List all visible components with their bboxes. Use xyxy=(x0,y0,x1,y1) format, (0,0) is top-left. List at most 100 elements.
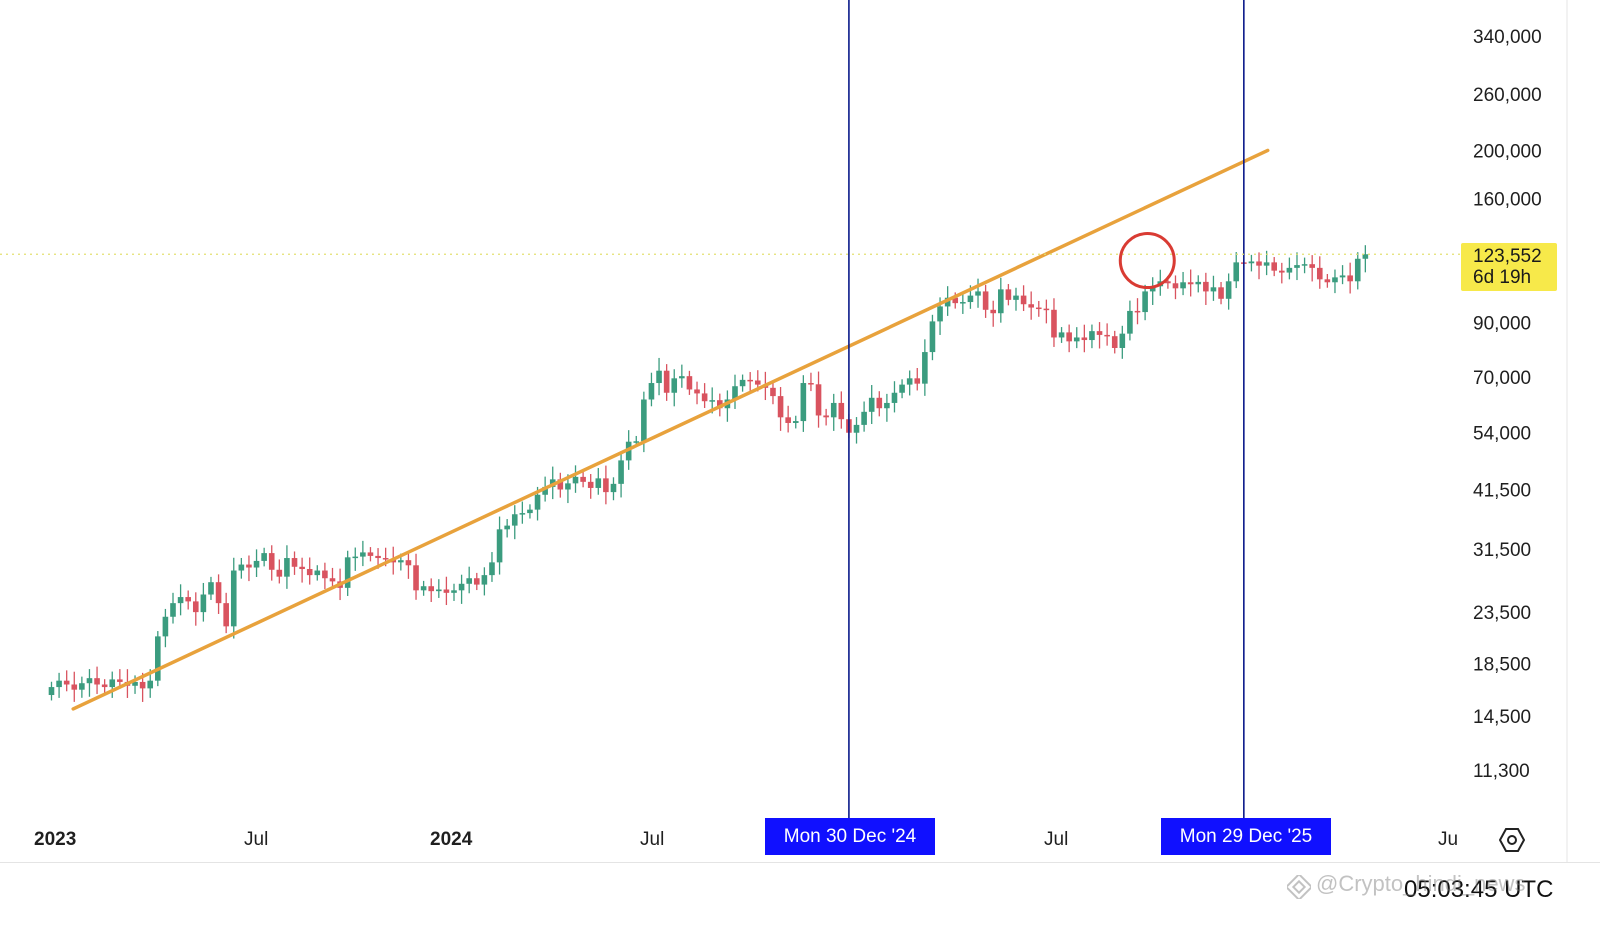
candle-body[interactable] xyxy=(101,684,108,688)
candle-body[interactable] xyxy=(990,309,997,314)
candle-body[interactable] xyxy=(481,575,488,585)
candle-body[interactable] xyxy=(868,397,875,412)
candle-body[interactable] xyxy=(1279,270,1285,273)
candle-body[interactable] xyxy=(192,601,199,613)
candle-body[interactable] xyxy=(1149,286,1156,292)
candle-body[interactable] xyxy=(792,421,799,423)
candle-body[interactable] xyxy=(215,582,222,604)
candle-body[interactable] xyxy=(230,570,237,627)
candle-body[interactable] xyxy=(770,387,776,397)
candle-body[interactable] xyxy=(1316,267,1323,280)
candle-body[interactable] xyxy=(185,597,191,602)
candle-body[interactable] xyxy=(952,297,959,304)
candle-body[interactable] xyxy=(1233,262,1240,282)
candle-body[interactable] xyxy=(94,678,100,685)
candle-body[interactable] xyxy=(906,378,913,385)
candle-body[interactable] xyxy=(717,400,723,409)
candle-body[interactable] xyxy=(132,681,138,686)
candle-body[interactable] xyxy=(572,476,579,484)
candle-body[interactable] xyxy=(291,558,298,567)
candle-body[interactable] xyxy=(1127,310,1133,334)
candle-body[interactable] xyxy=(998,289,1004,314)
candle-body[interactable] xyxy=(1354,258,1361,282)
candle-body[interactable] xyxy=(929,321,936,353)
candle-body[interactable] xyxy=(473,578,480,585)
candle-body[interactable] xyxy=(922,352,928,384)
candle-body[interactable] xyxy=(299,566,305,570)
candle-body[interactable] xyxy=(155,636,161,681)
candle-body[interactable] xyxy=(656,370,662,384)
candle-body[interactable] xyxy=(162,616,169,637)
candle-body[interactable] xyxy=(739,379,746,387)
candle-body[interactable] xyxy=(246,564,252,568)
candle-body[interactable] xyxy=(261,553,267,561)
candle-body[interactable] xyxy=(838,402,845,420)
candle-body[interactable] xyxy=(815,384,822,416)
candle-body[interactable] xyxy=(1081,337,1088,341)
candle-body[interactable] xyxy=(139,681,146,689)
candle-body[interactable] xyxy=(1051,309,1057,338)
candle-body[interactable] xyxy=(56,680,62,688)
candle-body[interactable] xyxy=(937,306,943,322)
candle-body[interactable] xyxy=(899,384,905,393)
candle-body[interactable] xyxy=(382,558,389,560)
candle-body[interactable] xyxy=(1104,334,1110,337)
candle-body[interactable] xyxy=(967,295,974,303)
candle-body[interactable] xyxy=(1362,254,1369,259)
candle-body[interactable] xyxy=(48,687,55,696)
candle-body[interactable] xyxy=(1172,283,1179,289)
candle-body[interactable] xyxy=(982,291,989,310)
candle-body[interactable] xyxy=(1134,310,1141,313)
candle-body[interactable] xyxy=(428,586,435,592)
candle-body[interactable] xyxy=(595,478,602,488)
candle-body[interactable] xyxy=(223,603,229,627)
candle-body[interactable] xyxy=(1256,261,1262,266)
candle-body[interactable] xyxy=(466,578,472,584)
candle-body[interactable] xyxy=(534,494,541,510)
candle-body[interactable] xyxy=(960,302,966,304)
candle-body[interactable] xyxy=(1020,295,1027,305)
candle-body[interactable] xyxy=(1028,304,1034,308)
candle-body[interactable] xyxy=(496,529,503,563)
date-marker-tag-dec-2024[interactable]: Mon 30 Dec '24 xyxy=(765,818,935,855)
candle-body[interactable] xyxy=(1073,337,1080,342)
candle-body[interactable] xyxy=(322,570,328,579)
candle-body[interactable] xyxy=(891,392,898,403)
candle-body[interactable] xyxy=(1005,289,1012,300)
candle-body[interactable] xyxy=(117,679,123,682)
candle-body[interactable] xyxy=(367,552,374,556)
candle-body[interactable] xyxy=(1195,281,1202,285)
candle-body[interactable] xyxy=(884,402,890,409)
candle-body[interactable] xyxy=(1142,291,1148,313)
candle-body[interactable] xyxy=(170,603,176,617)
candle-body[interactable] xyxy=(876,397,883,409)
candle-body[interactable] xyxy=(1248,261,1255,264)
candle-body[interactable] xyxy=(1119,333,1126,348)
candle-body[interactable] xyxy=(565,483,571,490)
trendline[interactable] xyxy=(71,148,1270,711)
candle-body[interactable] xyxy=(1271,262,1278,271)
candle-body[interactable] xyxy=(458,583,465,591)
candle-body[interactable] xyxy=(1347,275,1353,282)
current-price-tag[interactable]: 123,552 6d 19h xyxy=(1461,243,1557,291)
candle-body[interactable] xyxy=(360,552,366,557)
candle-body[interactable] xyxy=(1324,279,1331,283)
candle-body[interactable] xyxy=(732,386,738,400)
candle-body[interactable] xyxy=(436,589,442,592)
candle-body[interactable] xyxy=(1043,308,1050,311)
candle-body[interactable] xyxy=(557,479,564,490)
candle-body[interactable] xyxy=(975,291,981,296)
candle-body[interactable] xyxy=(329,578,336,582)
candle-body[interactable] xyxy=(754,380,761,385)
candle-body[interactable] xyxy=(200,594,207,613)
candle-body[interactable] xyxy=(1203,281,1209,292)
candle-body[interactable] xyxy=(489,562,495,576)
candle-body[interactable] xyxy=(679,376,685,379)
candle-body[interactable] xyxy=(352,556,359,559)
candle-body[interactable] xyxy=(1294,265,1300,268)
candle-body[interactable] xyxy=(443,589,450,593)
candle-body[interactable] xyxy=(1187,282,1194,285)
candle-body[interactable] xyxy=(709,400,716,402)
candle-body[interactable] xyxy=(580,476,586,482)
candle-body[interactable] xyxy=(398,560,404,563)
